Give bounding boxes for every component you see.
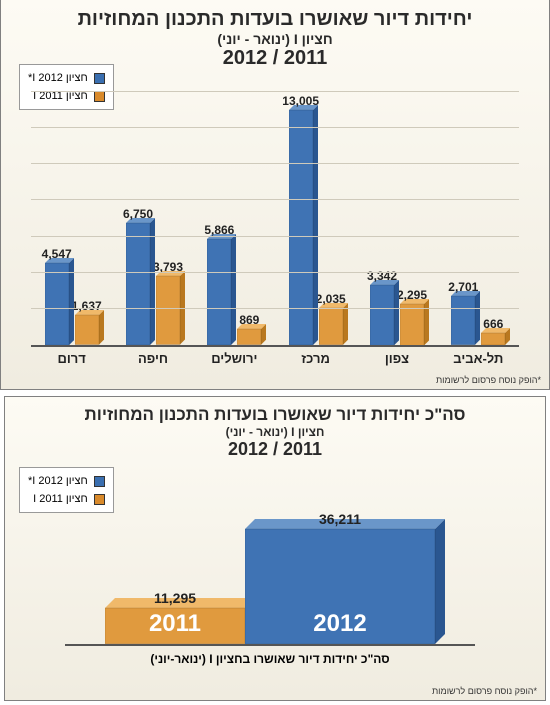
summary-bar-value: 11,295: [105, 590, 245, 608]
bar: 4,547: [45, 263, 69, 345]
bottom-chart-area: 11,295201136,2112012 סה"כ יחידות דיור שא…: [65, 517, 475, 646]
bar-value-label: 3,793: [153, 260, 183, 276]
bottom-chart-panel: סה"כ יחידות דיור שאושרו בועדות התכנון המ…: [4, 396, 546, 701]
gridline: [31, 308, 519, 309]
top-chart-panel: יחידות דיור שאושרו בועדות התכנון המחוזיו…: [0, 0, 550, 390]
bottom-bars: 11,295201136,2112012: [65, 517, 475, 644]
top-chart-area: 1,6374,547דרום3,7936,750חיפה8695,866ירוש…: [31, 92, 519, 347]
legend-label: חציון I 2012*: [28, 72, 88, 84]
legend-row: חציון I 2012*: [28, 472, 105, 490]
category-label: חיפה: [112, 345, 193, 366]
summary-bar-year: 2011: [105, 610, 245, 638]
bar: 666: [481, 333, 505, 345]
legend-swatch: [94, 494, 105, 505]
legend-swatch: [94, 476, 105, 487]
bar: 6,750: [126, 223, 150, 345]
bar: 2,295: [400, 304, 424, 345]
top-title: יחידות דיור שאושרו בועדות התכנון המחוזיו…: [1, 8, 549, 31]
top-title-block: יחידות דיור שאושרו בועדות התכנון המחוזיו…: [1, 0, 549, 70]
bottom-footnote: *הופק נוסח פרסום לרשומות: [432, 686, 537, 696]
gridline: [31, 272, 519, 273]
bar: 3,342: [370, 285, 394, 345]
category-label: ירושלים: [194, 345, 275, 366]
bottom-title: סה"כ יחידות דיור שאושרו בועדות התכנון המ…: [5, 405, 545, 425]
category-label: דרום: [31, 345, 112, 366]
bar-value-label: 2,295: [397, 288, 427, 304]
bar: 2,035: [319, 308, 343, 345]
category-label: צפון: [356, 345, 437, 366]
summary-bar-value: 36,211: [245, 511, 435, 529]
top-subtitle: חציון I (ינואר - יוני): [1, 31, 549, 47]
bar-value-label: 869: [239, 313, 259, 329]
legend-swatch: [94, 73, 105, 84]
legend-row: חציון I 2011: [28, 490, 105, 508]
bar-value-label: 5,866: [204, 223, 234, 239]
legend-row: חציון I 2012*: [28, 69, 105, 87]
gridline: [31, 199, 519, 200]
bar: 2,701: [451, 296, 475, 345]
gridline: [31, 236, 519, 237]
category-label: תל-אביב: [438, 345, 519, 366]
bar-value-label: 13,005: [282, 94, 319, 110]
bottom-xaxis-caption: סה"כ יחידות דיור שאושרו בחציון I (ינואר-…: [65, 644, 475, 666]
bar-value-label: 2,035: [316, 292, 346, 308]
bar: 13,005: [289, 110, 313, 345]
bottom-title-block: סה"כ יחידות דיור שאושרו בועדות התכנון המ…: [5, 397, 545, 460]
bottom-years: 2011 / 2012: [5, 439, 545, 460]
legend-label: חציון I 2012*: [28, 475, 88, 487]
category-label: מרכז: [275, 345, 356, 366]
bar-value-label: 6,750: [123, 207, 153, 223]
bar-value-label: 2,701: [448, 280, 478, 296]
summary-bar: 11,2952011: [105, 608, 245, 644]
gridline: [31, 127, 519, 128]
bar-value-label: 666: [483, 317, 503, 333]
summary-bar: 36,2112012: [245, 529, 435, 644]
bottom-legend: חציון I 2012* חציון I 2011: [19, 467, 114, 513]
bar: 1,637: [75, 315, 99, 345]
bar: 3,793: [156, 276, 180, 345]
top-footnote: *הופק נוסח פרסום לרשומות: [436, 375, 541, 385]
gridline: [31, 163, 519, 164]
legend-label: חציון I 2011: [33, 493, 88, 505]
bar: 5,866: [207, 239, 231, 345]
bar-value-label: 4,547: [42, 247, 72, 263]
gridline: [31, 91, 519, 92]
summary-bar-year: 2012: [245, 610, 435, 638]
bar: 869: [237, 329, 261, 345]
bottom-subtitle: חציון I (ינואר - יוני): [5, 425, 545, 439]
